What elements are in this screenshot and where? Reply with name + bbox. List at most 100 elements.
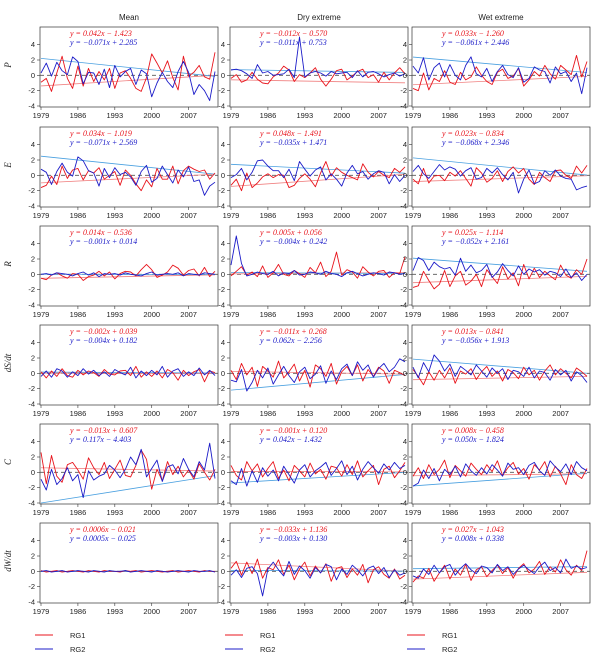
- x-tick-label: 1993: [478, 310, 495, 319]
- y-tick-label: -4: [400, 202, 407, 211]
- y-tick-label: -4: [28, 301, 35, 310]
- trend-line-rg2: [230, 374, 406, 391]
- equation-rg1: y = −0.002x + 0.039: [69, 327, 137, 336]
- y-tick-label: 4: [221, 239, 225, 248]
- x-tick-label: 2007: [552, 508, 569, 517]
- equation-rg2: y = 0.042x − 1.432: [259, 435, 322, 444]
- panel-frame: [39, 423, 219, 505]
- x-tick-label: 2007: [370, 607, 387, 616]
- y-tick-label: -2: [28, 384, 35, 393]
- y-tick-label: 0: [31, 171, 35, 180]
- y-tick-label: 4: [31, 140, 35, 149]
- y-tick-label: 2: [31, 156, 35, 165]
- y-tick-label: -2: [28, 582, 35, 591]
- y-tick-label: -4: [28, 598, 35, 607]
- y-tick-label: -4: [400, 301, 407, 310]
- y-tick-label: 0: [221, 270, 225, 279]
- y-tick-label: 2: [403, 453, 407, 462]
- panel-frame: [229, 324, 409, 406]
- x-tick-label: 1979: [405, 607, 422, 616]
- panel-frame: [39, 225, 219, 307]
- y-tick-label: 0: [221, 71, 225, 80]
- legend-0: RG1 RG2: [35, 631, 85, 654]
- x-tick-label: 1979: [33, 607, 50, 616]
- panel-frame: [39, 26, 219, 108]
- panel-4: -4 -2 0 2 4 1979 1986 1993 2000 2007 y = 0.048x − …: [218, 126, 409, 220]
- series-line-rg1: [230, 161, 406, 192]
- y-tick-label: 4: [403, 437, 407, 446]
- y-tick-label: 4: [403, 239, 407, 248]
- y-tick-label: 0: [403, 171, 407, 180]
- x-tick-label: 2000: [515, 211, 532, 220]
- equation-rg1: y = −0.033x + 1.136: [259, 525, 327, 534]
- trend-line-rg1: [412, 75, 588, 86]
- row-label-1: E: [3, 162, 13, 169]
- x-tick-label: 2000: [333, 211, 350, 220]
- panel-1: -4 -2 0 2 4 1979 1986 1993 2000 2007 y = −0.012x −…: [218, 26, 409, 120]
- x-tick-label: 2007: [180, 310, 197, 319]
- y-tick-label: -4: [28, 400, 35, 409]
- y-tick-label: 2: [221, 354, 225, 363]
- y-tick-label: 0: [403, 567, 407, 576]
- y-tick-label: 4: [31, 40, 35, 49]
- x-tick-label: 1986: [70, 508, 87, 517]
- y-tick-label: 0: [31, 369, 35, 378]
- y-tick-label: 2: [403, 156, 407, 165]
- x-tick-label: 2007: [180, 111, 197, 120]
- x-tick-label: 2007: [370, 111, 387, 120]
- equation-rg2: y = 0.0005x − 0.025: [69, 534, 136, 543]
- series-line-rg2: [230, 36, 406, 79]
- series-line-rg2: [40, 442, 216, 499]
- equation-rg1: y = −0.012x − 0.570: [259, 29, 327, 38]
- series-line-rg2: [412, 354, 588, 383]
- column-title-2: Wet extreme: [478, 13, 524, 22]
- equation-rg2: y = −0.068x + 2.346: [441, 138, 509, 147]
- x-tick-label: 1986: [442, 211, 459, 220]
- x-tick-label: 1993: [296, 607, 313, 616]
- series-line-rg1: [230, 65, 406, 87]
- y-tick-label: -2: [28, 285, 35, 294]
- trend-line-rg1: [40, 274, 216, 279]
- panel-10: -4 -2 0 2 4 1979 1986 1993 2000 2007 y = −0.011x +…: [218, 324, 409, 418]
- x-tick-label: 1986: [70, 310, 87, 319]
- series-line-rg1: [412, 165, 588, 187]
- x-tick-label: 1979: [405, 508, 422, 517]
- y-tick-label: -2: [28, 186, 35, 195]
- row-label-4: C: [3, 458, 13, 465]
- y-tick-label: 4: [403, 338, 407, 347]
- trend-line-rg2: [40, 57, 216, 77]
- x-tick-label: 1993: [478, 409, 495, 418]
- x-tick-label: 1986: [442, 508, 459, 517]
- x-tick-label: 2007: [180, 607, 197, 616]
- y-tick-label: -2: [218, 86, 225, 95]
- x-tick-label: 1986: [70, 211, 87, 220]
- series-line-rg1: [40, 365, 216, 383]
- trend-line-rg1: [412, 375, 588, 381]
- y-tick-label: 2: [221, 453, 225, 462]
- equation-rg1: y = 0.008x − 0.458: [441, 426, 504, 435]
- y-tick-label: 4: [31, 536, 35, 545]
- y-tick-label: -4: [218, 301, 225, 310]
- x-tick-label: 1979: [405, 211, 422, 220]
- trend-line-rg2: [412, 472, 588, 487]
- x-tick-label: 2000: [143, 111, 160, 120]
- equation-rg2: y = −0.011x + 0.753: [259, 38, 327, 47]
- x-tick-label: 1993: [478, 508, 495, 517]
- panel-frame: [229, 126, 409, 208]
- y-tick-label: 2: [31, 552, 35, 561]
- panel-0: -4 -2 0 2 4 1979 1986 1993 2000 2007 y = 0.042x − …: [28, 26, 219, 120]
- y-tick-label: 4: [221, 338, 225, 347]
- x-tick-label: 1986: [260, 607, 277, 616]
- series-line-rg1: [40, 449, 216, 490]
- y-tick-label: 4: [403, 140, 407, 149]
- trend-line-rg1: [40, 467, 216, 472]
- panel-frame: [39, 522, 219, 604]
- y-tick-label: 4: [31, 338, 35, 347]
- x-tick-label: 1986: [260, 211, 277, 220]
- y-tick-label: -4: [218, 499, 225, 508]
- x-tick-label: 1993: [106, 211, 123, 220]
- x-tick-label: 1979: [405, 310, 422, 319]
- trend-line-rg2: [40, 475, 216, 504]
- y-tick-label: -4: [400, 499, 407, 508]
